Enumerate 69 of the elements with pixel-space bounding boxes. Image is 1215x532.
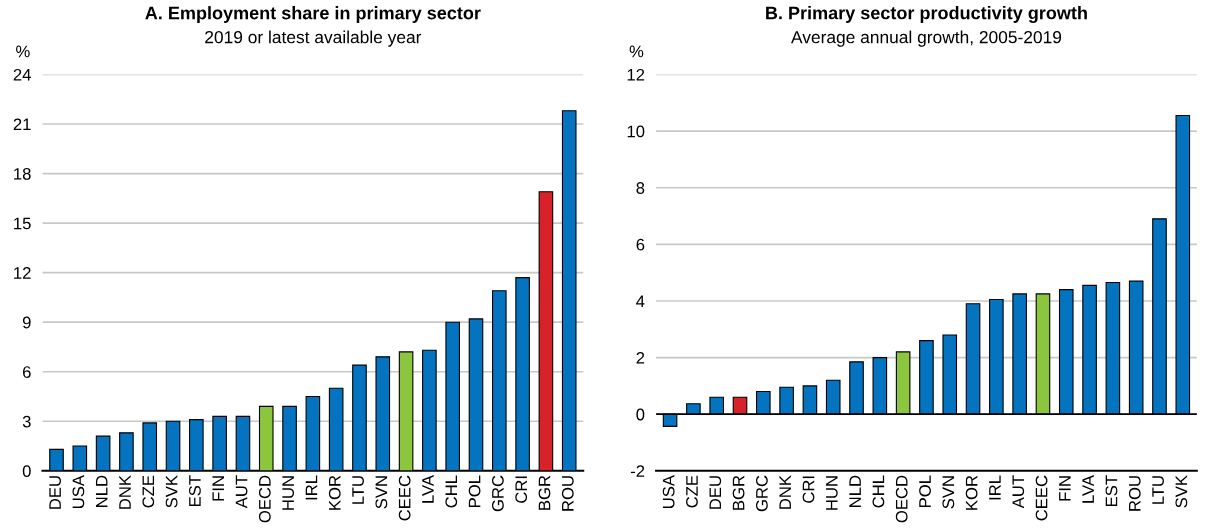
y-tick-label: 15 — [14, 217, 31, 230]
x-tick-label: GRC — [755, 475, 768, 512]
x-tick-label: FIN — [1059, 476, 1071, 501]
y-tick-label: 8 — [636, 182, 645, 194]
y-tick-label: 2 — [636, 351, 645, 364]
x-tick-label: CZE — [686, 475, 698, 508]
x-tick-label: AUT — [1012, 475, 1025, 509]
x-tick-label: OECD — [895, 475, 908, 523]
y-tick-label: 0 — [636, 408, 645, 421]
chart-subtitle: 2019 or latest available year — [205, 30, 422, 47]
x-tick-label: NLD — [849, 475, 861, 507]
x-tick-label: KOR — [328, 475, 341, 510]
y-tick-label: 21 — [13, 118, 31, 131]
y-tick-label: 6 — [636, 238, 645, 251]
x-tick-label: OECD — [258, 475, 271, 523]
x-tick-label: IRL — [989, 475, 1001, 500]
x-tick-label: AUT — [235, 475, 248, 509]
x-tick-label: BGR — [538, 475, 551, 510]
x-tick-label: NLD — [95, 475, 108, 507]
x-tick-label: LVA — [422, 475, 434, 503]
x-tick-label: KOR — [965, 475, 978, 510]
x-tick-label: CRI — [802, 476, 815, 503]
x-tick-label: CZE — [142, 475, 155, 508]
x-tick-label: CHL — [445, 475, 458, 508]
x-tick-label: ROU — [561, 476, 574, 511]
x-tick-label: SVK — [165, 475, 178, 508]
x-tick-label: ROU — [1128, 476, 1141, 511]
x-tick-label: LTU — [352, 476, 364, 504]
y-tick-label: 12 — [14, 267, 31, 279]
x-tick-label: USA — [72, 475, 85, 508]
x-tick-label: IRL — [305, 475, 318, 500]
x-tick-label: LVA — [1082, 475, 1094, 503]
x-tick-label: EST — [1105, 475, 1118, 507]
x-tick-label: CRI — [515, 476, 528, 503]
x-tick-label: DNK — [779, 475, 791, 509]
x-tick-label: CEEC — [1035, 475, 1048, 521]
x-tick-label: SVN — [375, 476, 388, 509]
y-tick-label: 4 — [636, 295, 645, 307]
x-tick-label: SVN — [942, 476, 955, 509]
y-tick-label: 6 — [22, 366, 31, 378]
y-tick-label: 9 — [22, 316, 31, 329]
chart-subtitle: Average annual growth, 2005-2019 — [791, 30, 1062, 47]
y-tick-label: 10 — [627, 125, 645, 138]
chart-title: A. Employment share in primary sector — [145, 6, 481, 23]
x-tick-label: POL — [468, 475, 481, 507]
x-tick-label: CEEC — [398, 475, 411, 521]
y-axis-title: % — [16, 45, 30, 58]
x-tick-label: GRC — [491, 475, 504, 512]
y-tick-label: 12 — [627, 68, 645, 81]
x-tick-label: USA — [662, 475, 675, 508]
y-axis-title: % — [629, 45, 644, 58]
x-tick-label: HUN — [282, 476, 295, 510]
x-tick-label: DEU — [709, 476, 722, 509]
x-tick-label: FIN — [212, 476, 224, 501]
x-tick-label: DEU — [49, 476, 61, 509]
y-tick-label: 18 — [14, 167, 31, 180]
y-tick-label: 0 — [22, 465, 31, 478]
chart-title: B. Primary sector productivity growth — [766, 6, 1087, 23]
x-tick-label: SVK — [1175, 475, 1188, 508]
x-tick-label: BGR — [732, 475, 745, 510]
y-tick-label: -2 — [630, 465, 645, 477]
x-tick-label: HUN — [826, 476, 838, 510]
x-tick-label: LTU — [1152, 476, 1164, 504]
x-tick-label: POL — [919, 475, 931, 507]
y-tick-label: 3 — [22, 415, 31, 428]
y-tick-label: 24 — [13, 68, 31, 81]
x-tick-label: CHL — [872, 475, 885, 508]
x-tick-label: EST — [189, 475, 201, 507]
x-tick-label: DNK — [119, 475, 131, 509]
